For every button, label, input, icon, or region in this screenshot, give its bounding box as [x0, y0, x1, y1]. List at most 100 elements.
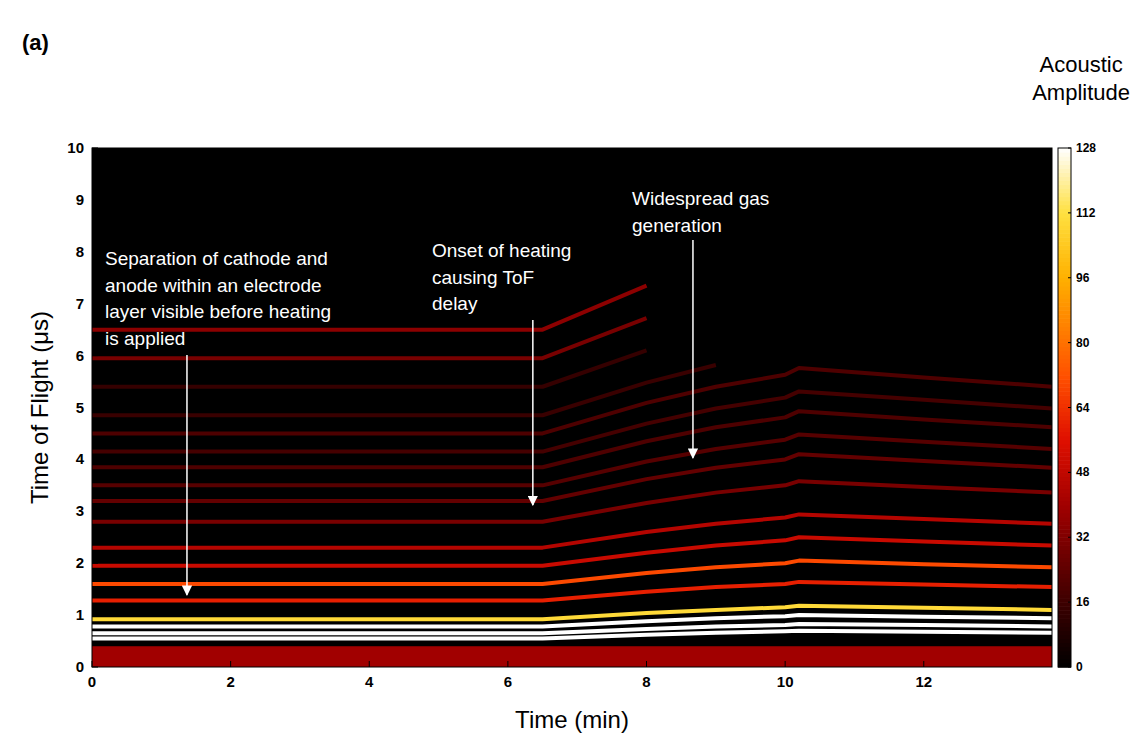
colorbar-cell: [1058, 335, 1071, 340]
y-tick-label: 4: [76, 450, 85, 467]
marks: [92, 286, 1052, 667]
colorbar-cell: [1058, 590, 1071, 595]
y-tick: [92, 511, 98, 512]
colorbar-cell: [1058, 164, 1071, 169]
x-axis-title: Time (min): [515, 706, 629, 733]
colorbar-cell: [1058, 618, 1071, 623]
x-tick-label: 2: [226, 673, 234, 690]
y-tick-label: 5: [76, 399, 84, 416]
colorbar-cell: [1058, 537, 1071, 542]
annotation-text: generation: [632, 215, 722, 236]
annotation-text: layer visible before heating: [105, 301, 331, 322]
colorbar-cell: [1058, 213, 1071, 218]
colorbar-tick: [1068, 212, 1071, 213]
colorbar-cell: [1058, 525, 1071, 530]
colorbar-cell: [1058, 274, 1071, 279]
colorbar-cell: [1058, 318, 1071, 323]
colorbar-tick-label: 16: [1076, 595, 1090, 609]
colorbar-cell: [1058, 436, 1071, 441]
x-tick: [92, 661, 93, 667]
colorbar-cell: [1058, 562, 1071, 567]
annotation-arrow: [692, 240, 694, 458]
colorbar-cell: [1058, 489, 1071, 494]
x-tick-label: 0: [88, 673, 96, 690]
colorbar-cell: [1058, 298, 1071, 303]
colorbar-cell: [1058, 310, 1071, 315]
colorbar-cell: [1058, 201, 1071, 206]
colorbar-cell: [1058, 193, 1071, 198]
colorbar-cell: [1058, 659, 1071, 664]
colorbar-cell: [1058, 387, 1071, 392]
annotation-text: anode within an electrode: [105, 275, 322, 296]
colorbar-cell: [1058, 322, 1071, 327]
colorbar-cell: [1058, 598, 1071, 603]
colorbar-title-line: Acoustic: [1040, 52, 1123, 77]
colorbar-cell: [1058, 339, 1071, 344]
plot-frame: [92, 148, 1052, 667]
colorbar-frame: [1058, 148, 1071, 667]
y-tick-label: 8: [76, 243, 84, 260]
colorbar-cell: [1058, 282, 1071, 287]
colorbar-cell: [1058, 610, 1071, 615]
colorbar-cell: [1058, 189, 1071, 194]
colorbar-cell: [1058, 168, 1071, 173]
colorbar-cell: [1058, 229, 1071, 234]
colorbar-cell: [1058, 472, 1071, 477]
x-tick-label: 4: [365, 673, 374, 690]
colorbar-cell: [1058, 549, 1071, 554]
colorbar-cell: [1058, 152, 1071, 157]
colorbar-cell: [1058, 493, 1071, 498]
colorbar-cell: [1058, 651, 1071, 656]
colorbar-cell: [1058, 241, 1071, 246]
x-tick-label: 10: [777, 673, 794, 690]
colorbar-cell: [1058, 359, 1071, 364]
colorbar-cell: [1058, 553, 1071, 558]
colorbar-cell: [1058, 594, 1071, 599]
colorbar-cell: [1058, 371, 1071, 376]
colorbar-cell: [1058, 586, 1071, 591]
x-tick: [646, 661, 647, 667]
y-tick: [92, 615, 98, 616]
colorbar-cell: [1058, 545, 1071, 550]
colorbar-tick: [1068, 148, 1071, 149]
colorbar-tick: [1068, 472, 1071, 473]
colorbar-cell: [1058, 424, 1071, 429]
y-tick: [92, 199, 98, 200]
colorbar-cell: [1058, 626, 1071, 631]
colorbar-tick: [1068, 342, 1071, 343]
colorbar-cell: [1058, 294, 1071, 299]
colorbar-cell: [1058, 614, 1071, 619]
colorbar-cell: [1058, 574, 1071, 579]
colorbar-cell: [1058, 180, 1071, 185]
colorbar-cell: [1058, 558, 1071, 563]
colorbar-cell: [1058, 509, 1071, 514]
colorbar-cell: [1058, 460, 1071, 465]
colorbar-cell: [1058, 468, 1071, 473]
colorbar-cell: [1058, 160, 1071, 165]
colorbar-cell: [1058, 529, 1071, 534]
x-tick: [785, 661, 786, 667]
colorbar-cell: [1058, 225, 1071, 230]
y-tick-label: 2: [76, 554, 84, 571]
annotation-text: Onset of heating: [432, 240, 571, 261]
colorbar-cell: [1058, 622, 1071, 627]
colorbar-cell: [1058, 156, 1071, 161]
colorbar-cell: [1058, 395, 1071, 400]
x-tick: [507, 661, 508, 667]
colorbar-cell: [1058, 383, 1071, 388]
colorbar-cell: [1058, 631, 1071, 636]
y-tick-label: 0: [76, 658, 84, 675]
colorbar-cell: [1058, 513, 1071, 518]
colorbar-cell: [1058, 176, 1071, 181]
colorbar-tick-label: 0: [1076, 660, 1083, 674]
y-tick-label: 9: [76, 191, 84, 208]
y-tick-label: 10: [67, 139, 84, 156]
colorbar-tick: [1068, 277, 1071, 278]
colorbar-cell: [1058, 399, 1071, 404]
colorbar-tick: [1068, 537, 1071, 538]
colorbar-cell: [1058, 253, 1071, 258]
colorbar-tick: [1068, 667, 1071, 668]
colorbar-cell: [1058, 448, 1071, 453]
x-tick: [230, 661, 231, 667]
annotation-arrow: [532, 320, 534, 505]
